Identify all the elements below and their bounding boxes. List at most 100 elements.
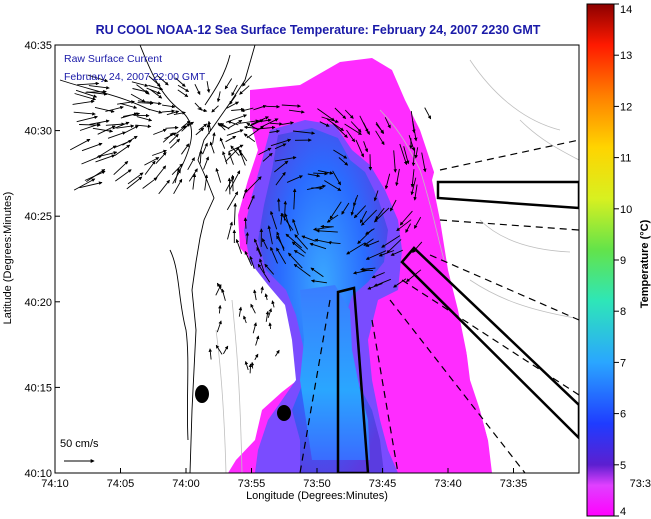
- current-vector: [269, 129, 280, 134]
- current-vector: [361, 209, 378, 226]
- current-vector: [155, 151, 167, 165]
- colorbar-tick-label: 4: [620, 506, 626, 518]
- current-vector: [202, 142, 208, 155]
- current-vector: [149, 89, 163, 99]
- x-tick-label: 73:3: [630, 478, 651, 490]
- current-vector: [73, 178, 96, 191]
- current-vector: [275, 171, 286, 186]
- current-vector: [350, 121, 362, 133]
- current-vector: [264, 293, 269, 301]
- current-vector: [275, 349, 280, 357]
- x-tick-label: 73:40: [434, 478, 462, 490]
- current-vector: [329, 201, 342, 220]
- current-vector: [250, 303, 256, 314]
- current-vector: [229, 94, 237, 105]
- current-vector: [94, 106, 115, 113]
- current-vector: [97, 151, 118, 158]
- y-tick-label: 40:15: [24, 382, 52, 394]
- current-vector: [146, 87, 161, 95]
- current-vector: [222, 151, 228, 165]
- current-vector: [274, 156, 297, 162]
- current-vector: [243, 315, 247, 324]
- current-vector: [208, 348, 213, 360]
- current-vector: [375, 123, 385, 134]
- current-vector: [115, 169, 132, 182]
- current-vector: [127, 172, 144, 185]
- current-vector: [244, 250, 253, 266]
- current-vector: [274, 143, 287, 150]
- current-vector: [317, 108, 335, 122]
- current-vector: [317, 170, 334, 175]
- x-tick-label: 73:55: [238, 478, 266, 490]
- current-vector: [117, 100, 135, 105]
- current-vector: [242, 75, 253, 87]
- current-vector: [177, 89, 189, 98]
- colorbar-tick-label: 5: [620, 460, 626, 472]
- current-vector: [267, 225, 273, 245]
- current-vector: [248, 363, 253, 374]
- current-vector: [175, 77, 186, 87]
- current-vector: [346, 129, 356, 143]
- current-vector: [264, 263, 275, 275]
- current-vector: [218, 304, 222, 314]
- current-vector: [355, 139, 364, 158]
- y-axis-label: Latitude (Degrees:Minutes): [2, 192, 14, 325]
- current-vector: [353, 194, 359, 207]
- current-vector: [228, 151, 234, 165]
- bathymetry-lines: [215, 59, 579, 473]
- current-vector: [260, 286, 264, 294]
- current-vector: [293, 250, 305, 257]
- colorbar-label: Temperature (°C): [639, 219, 651, 308]
- current-vector: [405, 223, 411, 233]
- current-vector: [225, 146, 240, 163]
- current-vector: [173, 178, 183, 195]
- current-vector: [207, 120, 212, 131]
- colorbar: [586, 3, 615, 517]
- current-vector: [306, 184, 326, 191]
- current-vector: [386, 239, 402, 254]
- current-vector: [292, 188, 297, 210]
- current-vector: [381, 235, 401, 248]
- current-vector: [89, 119, 110, 125]
- current-vector: [281, 104, 301, 108]
- colorbar-tick-label: 11: [620, 153, 631, 165]
- current-vector: [231, 107, 245, 112]
- current-vector: [146, 101, 162, 106]
- current-vector: [363, 238, 374, 246]
- current-vector: [412, 121, 418, 142]
- station-marker-2: [277, 405, 291, 421]
- current-vector: [309, 242, 327, 250]
- current-vector: [365, 250, 387, 260]
- y-tick-label: 40:30: [24, 126, 52, 138]
- current-vector: [333, 149, 348, 159]
- current-vector: [144, 157, 160, 166]
- current-vector: [153, 128, 167, 135]
- glider-boxes: [336, 180, 579, 473]
- current-vector: [194, 84, 201, 96]
- current-vector: [365, 240, 380, 247]
- current-vector: [116, 124, 135, 129]
- current-vector: [72, 99, 95, 105]
- current-vector: [276, 198, 281, 212]
- current-vector: [181, 120, 191, 129]
- current-vector: [113, 160, 129, 176]
- current-vector: [144, 160, 156, 175]
- current-vector: [142, 177, 158, 189]
- current-vector: [357, 229, 373, 245]
- current-vector: [301, 235, 316, 242]
- current-vector: [315, 229, 338, 233]
- current-vector: [136, 116, 153, 122]
- current-vector: [270, 210, 278, 230]
- current-vector: [219, 137, 226, 149]
- current-vector: [353, 205, 367, 219]
- current-vector: [271, 300, 275, 308]
- current-vector: [276, 231, 285, 251]
- current-vector: [92, 127, 114, 133]
- current-vector: [73, 111, 96, 116]
- current-vector: [256, 246, 262, 258]
- current-vector: [249, 119, 264, 127]
- current-vector: [269, 122, 283, 126]
- current-vector: [412, 241, 423, 253]
- current-vector: [246, 125, 265, 139]
- current-vector: [215, 344, 223, 355]
